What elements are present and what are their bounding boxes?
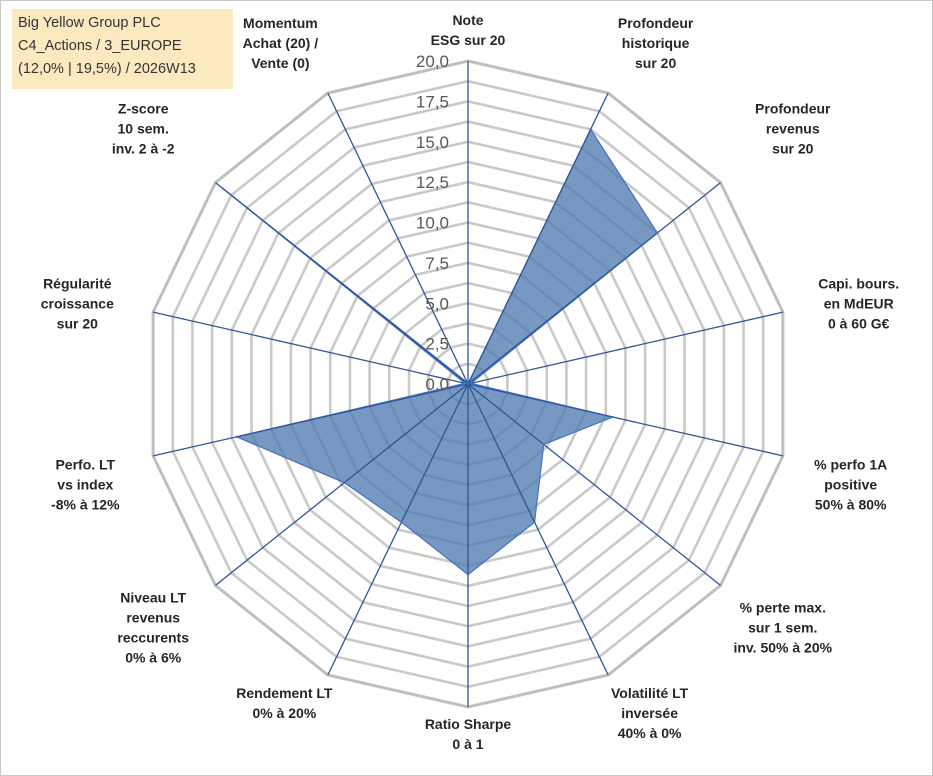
axis-spoke (327, 383, 469, 676)
data-point (656, 231, 659, 235)
info-line-company: Big Yellow Group PLC (18, 15, 161, 31)
data-point (343, 481, 346, 484)
data-point (589, 128, 592, 131)
axis-spoke (467, 383, 609, 676)
axis-label: Profondeur historique sur 20 (618, 15, 694, 71)
tick-label: 17,5 (416, 92, 449, 111)
tick-label: 0,0 (425, 375, 449, 394)
axis-spoke (152, 383, 469, 457)
axis-spoke (467, 311, 784, 385)
data-point (533, 521, 536, 524)
data-point (611, 415, 615, 419)
data-point (542, 443, 545, 446)
data-point (466, 381, 469, 384)
axis-label: Rendement LT 0% à 20% (236, 685, 333, 721)
axis-label: Niveau LT revenus reccurents 0% à 6% (117, 589, 189, 665)
tick-label: 2,5 (425, 335, 449, 354)
data-point (221, 187, 225, 190)
data-point (400, 521, 403, 524)
axis-spoke (467, 92, 609, 385)
data-point (466, 573, 470, 576)
axis-label: Ratio Sharpe 0 à 1 (425, 716, 512, 752)
axis-spoke (327, 92, 469, 385)
axis-label: % perte max. sur 1 sem. inv. 50% à 20% (733, 599, 832, 655)
axis-label: Régularité croissance sur 20 (41, 275, 114, 331)
axis-spoke (467, 383, 784, 457)
axis-spoke (215, 383, 469, 586)
axis-label: Z-score 10 sem. inv. 2 à -2 (112, 101, 175, 157)
axis-spoke (215, 182, 469, 385)
axis-label: % perfo 1A positive 50% à 80% (814, 457, 887, 513)
axis-spoke (467, 383, 721, 586)
data-point (469, 382, 473, 385)
axis-spoke (152, 311, 469, 385)
tick-label: 10,0 (416, 214, 449, 233)
axis-label: Note ESG sur 20 (431, 12, 506, 48)
tick-label: 7,5 (425, 254, 449, 273)
axis-label: Capi. bours. en MdEUR 0 à 60 G€ (818, 275, 899, 331)
info-line-period: (12,0% | 19,5%) / 2026W13 (18, 61, 196, 77)
axis-label: Perfo. LT vs index -8% à 12% (51, 457, 120, 513)
tick-label: 5,0 (425, 294, 449, 313)
data-point (235, 435, 238, 439)
tick-label: 20,0 (416, 52, 449, 71)
axis-label: Momentum Achat (20) / Vente (0) (243, 15, 319, 71)
tick-label: 12,5 (416, 173, 449, 192)
axis-label: Profondeur revenus sur 20 (755, 101, 831, 157)
tick-label: 15,0 (416, 133, 449, 152)
info-box: Big Yellow Group PLC C4_Actions / 3_EURO… (12, 9, 233, 89)
info-line-category: C4_Actions / 3_EUROPE (18, 38, 182, 54)
data-point (463, 382, 467, 385)
axis-spoke (467, 182, 721, 385)
axis-label: Volatilité LT inversée 40% à 0% (611, 685, 689, 741)
